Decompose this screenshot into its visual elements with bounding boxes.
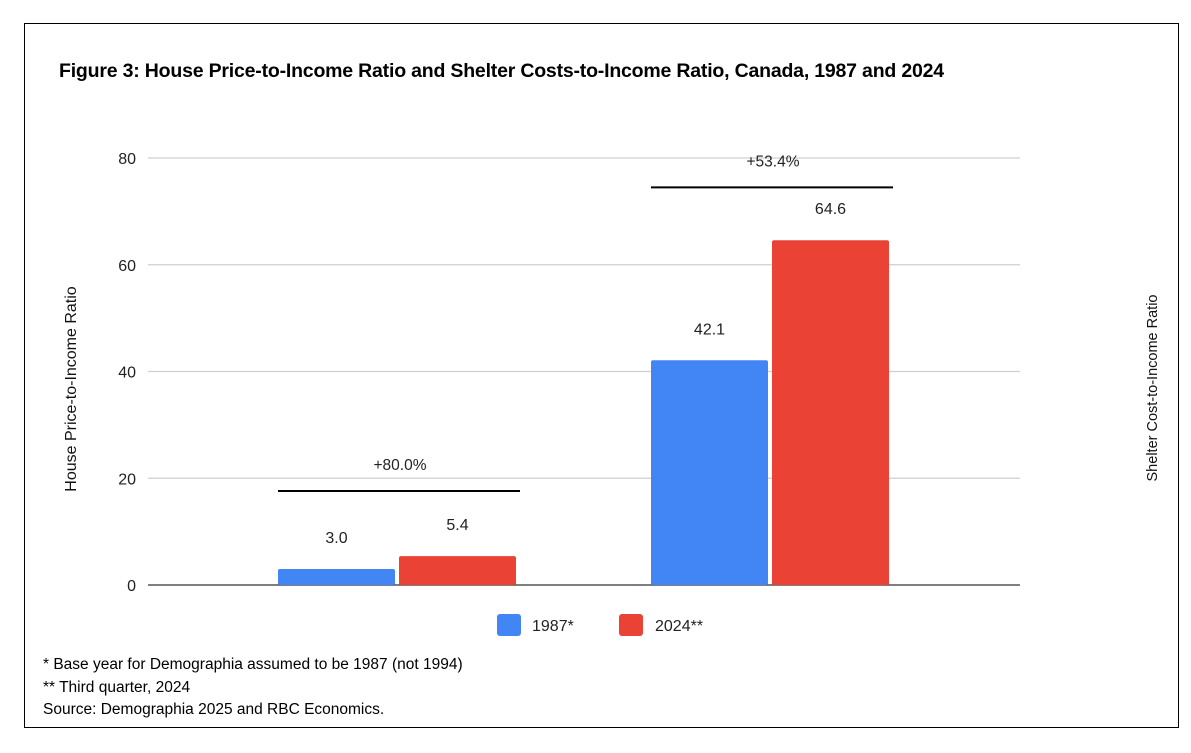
bar-2024-group-0 <box>399 556 516 585</box>
annotation-label-1: +53.4% <box>746 153 799 170</box>
y-tick-label-0: 0 <box>127 578 136 595</box>
footnote-base-year: * Base year for Demographia assumed to b… <box>43 656 463 673</box>
chart-title: Figure 3: House Price-to-Income Ratio an… <box>59 60 944 82</box>
bar-2024-group-1 <box>772 240 889 585</box>
annotation-label-0: +80.0% <box>373 457 426 474</box>
legend-swatch-2024 <box>619 614 643 636</box>
y-tick-label-60: 60 <box>118 258 136 275</box>
y-tick-label-80: 80 <box>118 151 136 168</box>
data-label-2024-group-0: 5.4 <box>446 517 468 534</box>
y-tick-label-40: 40 <box>118 365 136 382</box>
y-tick-label-20: 20 <box>118 471 136 488</box>
footnote-third-quarter: ** Third quarter, 2024 <box>43 679 191 696</box>
y2-axis-title: Shelter Cost-to-Income Ratio <box>1145 295 1161 482</box>
data-label-1987-group-1: 42.1 <box>694 321 725 338</box>
footnote-source: Source: Demographia 2025 and RBC Economi… <box>43 701 385 718</box>
data-label-2024-group-1: 64.6 <box>815 201 846 218</box>
data-label-1987-group-0: 3.0 <box>325 530 347 547</box>
bar-1987-group-1 <box>651 360 768 585</box>
legend-label-2024: 2024** <box>655 618 703 635</box>
legend-label-1987: 1987* <box>532 618 574 635</box>
bar-1987-group-0 <box>278 568 395 585</box>
figure-frame <box>24 23 1179 728</box>
y-axis-title: House Price-to-Income Ratio <box>63 286 80 492</box>
legend-swatch-1987 <box>497 614 521 636</box>
